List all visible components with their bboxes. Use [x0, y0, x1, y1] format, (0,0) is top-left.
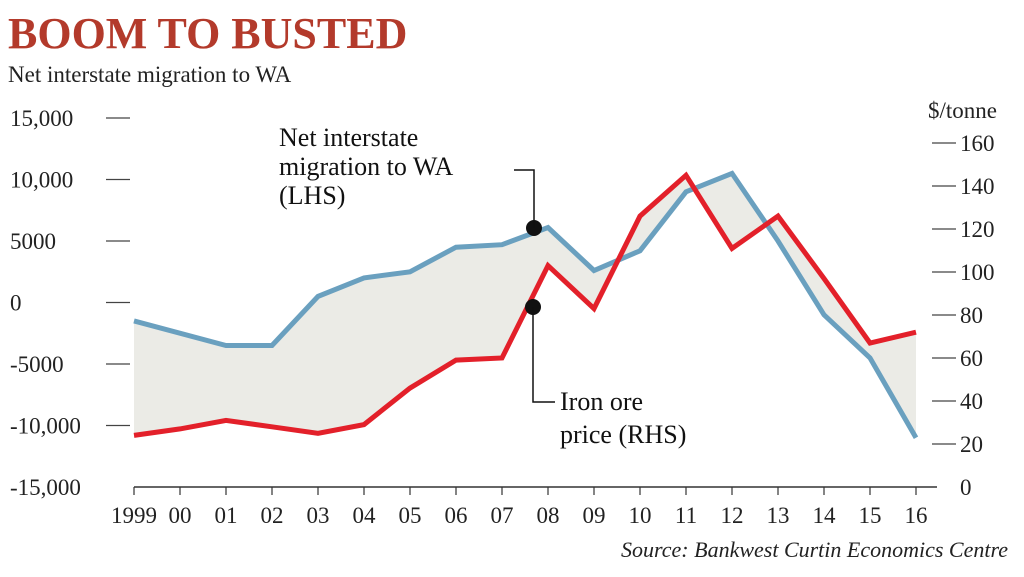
x-tick-label: 00: [169, 503, 192, 528]
annotation-leader-migration: [514, 169, 535, 228]
annotation-iron-ore-text: price (RHS): [560, 420, 686, 449]
x-tick-label: 15: [859, 503, 882, 528]
chart-title: BOOM TO BUSTED: [8, 9, 407, 58]
series-line-migration: [133, 170, 919, 440]
x-tick-label: 10: [629, 503, 652, 528]
right-tick-label: 20: [960, 432, 983, 457]
annotation-migration-text: (LHS): [279, 181, 345, 210]
right-tick-label: 60: [960, 346, 983, 371]
right-tick-label: 100: [960, 260, 995, 285]
x-tick-label: 07: [491, 503, 514, 528]
right-tick-label: 40: [960, 389, 983, 414]
left-tick-label: -10,000: [10, 414, 81, 439]
left-tick-label: -5000: [10, 352, 64, 377]
x-tick-label: 16: [905, 503, 928, 528]
left-tick-label: -15,000: [10, 475, 81, 500]
chart-source: Source: Bankwest Curtin Economics Centre: [621, 537, 1008, 562]
x-tick-label: 13: [767, 503, 790, 528]
x-tick-label: 01: [215, 503, 238, 528]
x-tick-label: 03: [307, 503, 330, 528]
x-tick-label: 02: [261, 503, 284, 528]
x-tick-label: 06: [445, 503, 468, 528]
right-tick-label: 80: [960, 303, 983, 328]
x-tick-label: 04: [353, 503, 377, 528]
left-tick-label: 0: [10, 291, 22, 316]
annotation-iron-ore-text: Iron ore: [560, 387, 643, 416]
x-tick-label: 09: [583, 503, 606, 528]
right-tick-label: 160: [960, 131, 995, 156]
x-tick-label: 05: [399, 503, 422, 528]
annotation-migration-text: migration to WA: [279, 152, 454, 181]
x-tick-label: 1999: [111, 503, 157, 528]
right-axis-label: $/tonne: [928, 98, 997, 123]
annotation-leader-iron-ore: [532, 307, 555, 403]
x-tick-label: 11: [675, 503, 697, 528]
gap-shading: [134, 173, 916, 438]
right-tick-label: 0: [960, 475, 972, 500]
annotation-migration-text: Net interstate: [279, 123, 418, 152]
right-tick-label: 120: [960, 217, 995, 242]
chart-subtitle: Net interstate migration to WA: [8, 62, 292, 87]
x-tick-label: 14: [813, 503, 837, 528]
left-tick-label: 10,000: [10, 168, 73, 193]
right-tick-label: 140: [960, 174, 995, 199]
x-tick-label: 12: [721, 503, 744, 528]
left-tick-label: 5000: [10, 229, 56, 254]
x-tick-label: 08: [537, 503, 560, 528]
series-line-iron-ore: [133, 171, 917, 438]
left-tick-label: 15,000: [10, 106, 73, 131]
